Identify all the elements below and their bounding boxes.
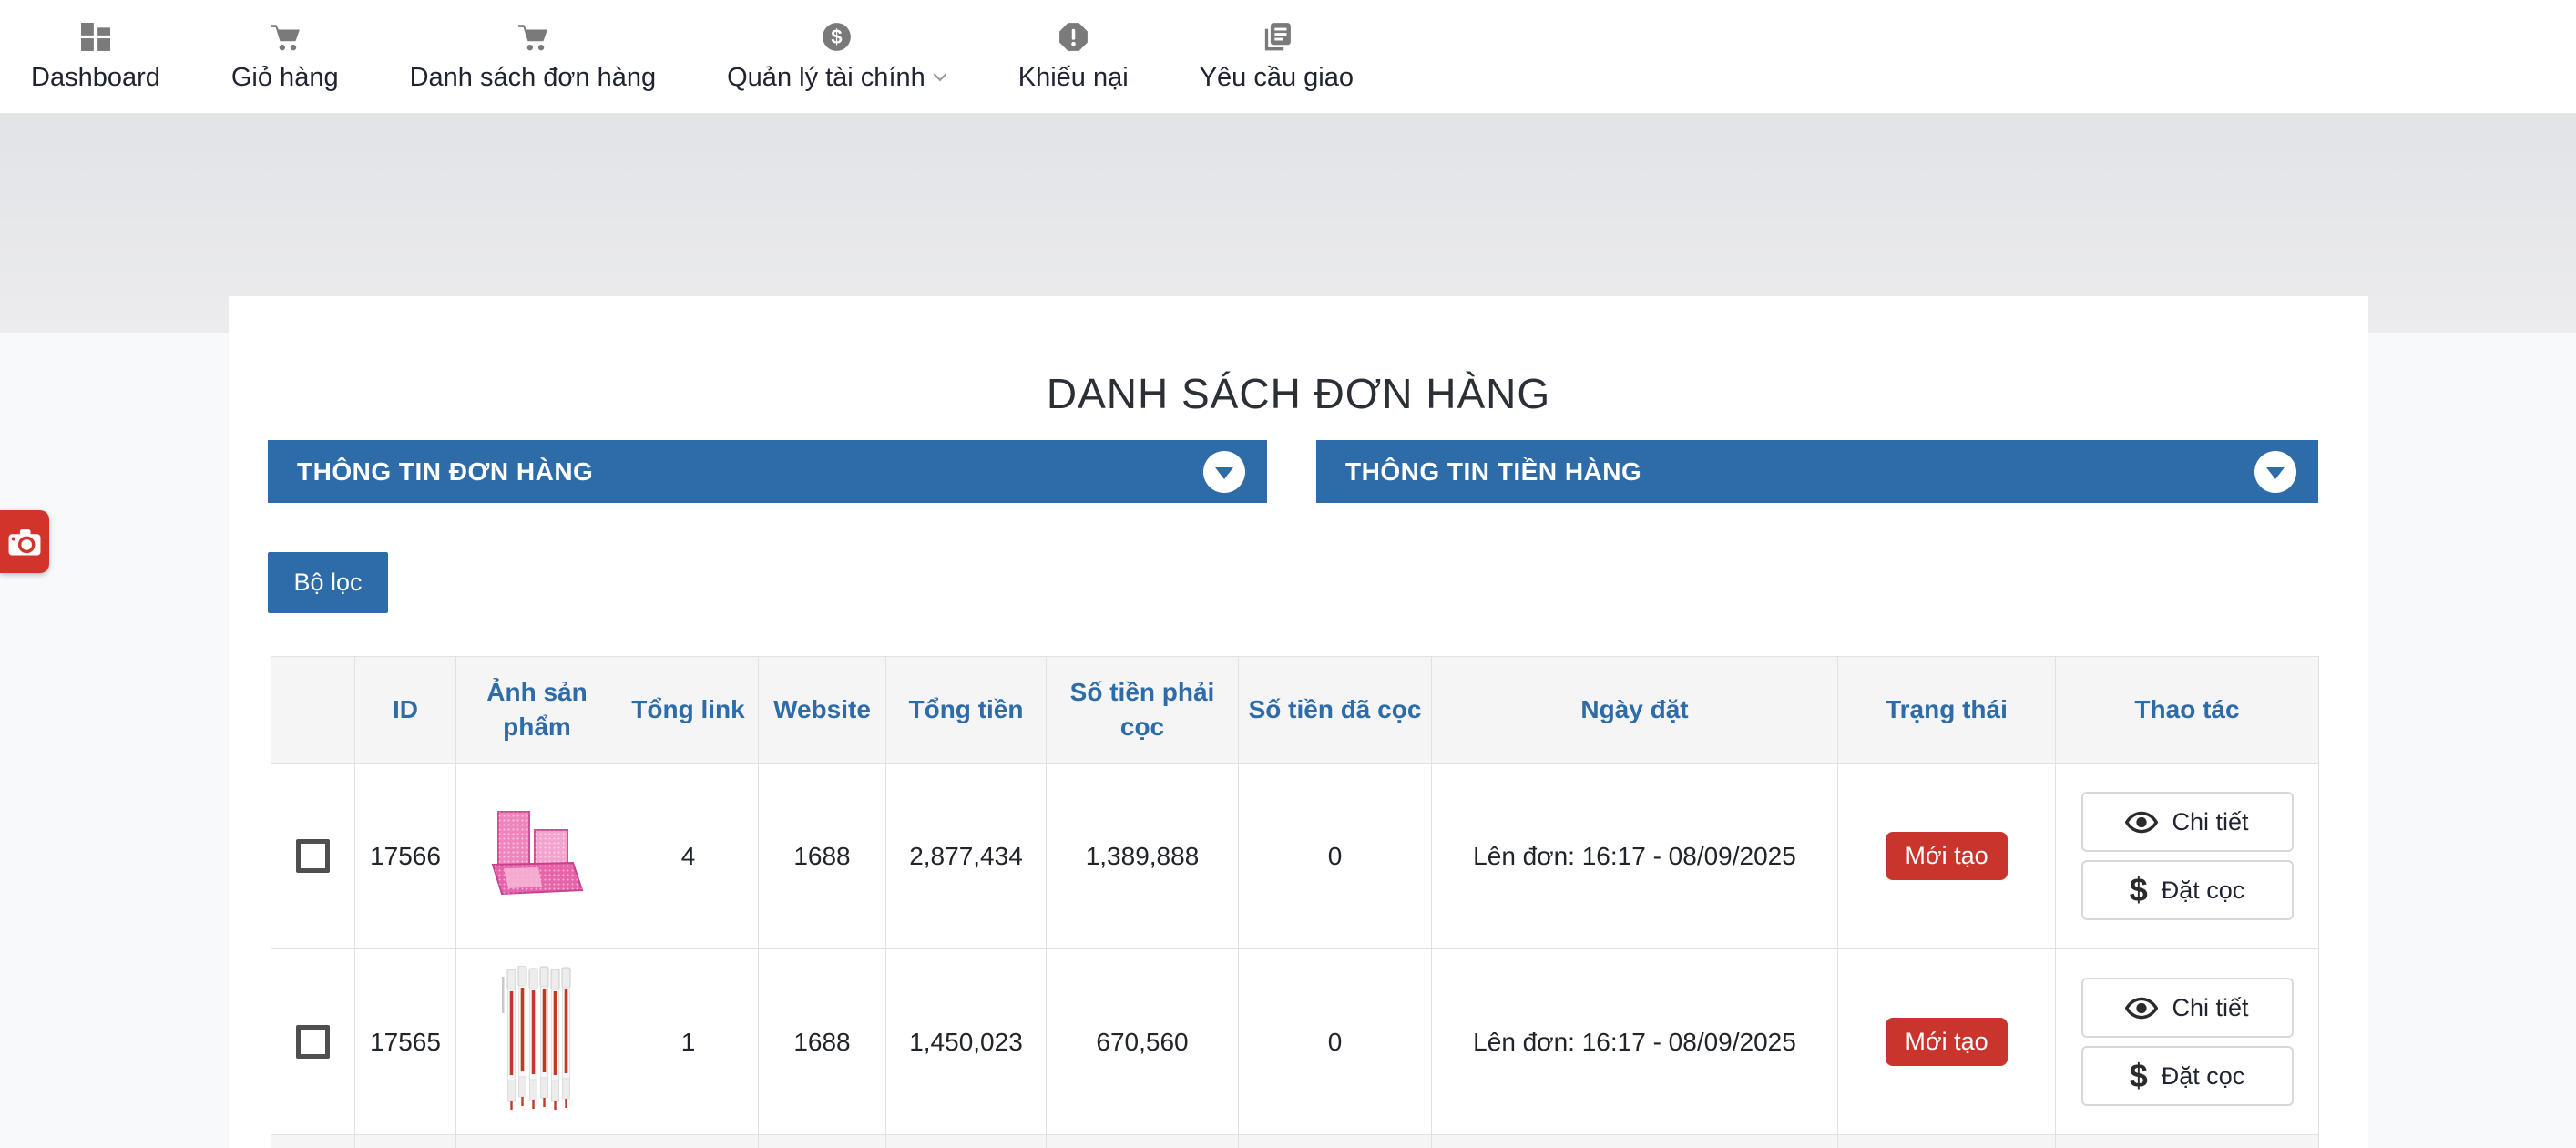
nav-item-order-list[interactable]: Danh sách đơn hàng	[409, 21, 657, 93]
eye-icon	[2125, 811, 2159, 833]
table-row: 17565	[271, 948, 2319, 1135]
status-badge: Mới tạo	[1886, 1018, 2008, 1066]
camera-float-button[interactable]	[0, 510, 49, 573]
caret-down-icon	[1215, 466, 1233, 479]
row-checkbox[interactable]	[296, 839, 330, 873]
nav-label: Giỏ hàng	[230, 62, 339, 92]
svg-text:$: $	[832, 26, 843, 48]
deposit-button[interactable]: $ Đặt cọc	[2080, 1046, 2294, 1106]
cart-icon	[270, 21, 301, 52]
total-amount: 2,877,434	[885, 763, 1047, 949]
nav-label: Dashboard	[31, 62, 160, 92]
detail-button[interactable]: Chi tiết	[2080, 792, 2294, 852]
total-links: 1	[618, 948, 759, 1135]
col-header-image: Ảnh sản phẩm	[455, 656, 618, 764]
nav-label: Quản lý tài chính	[727, 62, 925, 92]
col-header-status: Trạng thái	[1837, 656, 2056, 764]
nav-item-finance[interactable]: $ Quản lý tài chính	[727, 21, 947, 93]
table-row-partial	[271, 1134, 2319, 1148]
product-image-red-pens	[500, 965, 575, 1118]
detail-button[interactable]: Chi tiết	[2080, 978, 2294, 1038]
dollar-icon: $	[2129, 871, 2148, 908]
dollar-circle-icon: $	[822, 21, 852, 52]
order-table-wrap: ID Ảnh sản phẩm Tổng link Website Tổng t…	[271, 656, 2319, 1148]
panel-order-info[interactable]: THÔNG TIN ĐƠN HÀNG	[268, 440, 1267, 503]
collapse-toggle-button[interactable]	[2254, 450, 2296, 493]
col-header-website: Website	[758, 656, 886, 764]
panel-order-info-title: THÔNG TIN ĐƠN HÀNG	[297, 456, 594, 486]
camera-icon	[8, 528, 41, 556]
col-header-order-date: Ngày đặt	[1431, 656, 1838, 764]
col-header-checkbox	[271, 656, 355, 764]
deposit-button-label: Đặt cọc	[2161, 1061, 2245, 1090]
nav-label: Danh sách đơn hàng	[409, 62, 657, 92]
detail-button-label: Chi tiết	[2172, 993, 2249, 1021]
dollar-icon: $	[2129, 1057, 2148, 1094]
status-badge: Mới tạo	[1886, 832, 2008, 880]
nav-item-delivery-request[interactable]: Yêu cầu giao	[1200, 21, 1354, 93]
order-list-card: DANH SÁCH ĐƠN HÀNG THÔNG TIN ĐƠN HÀNG TH…	[229, 296, 2368, 1148]
deposit-paid: 0	[1238, 948, 1432, 1135]
total-links: 4	[618, 763, 759, 949]
order-date: Lên đơn: 16:17 - 08/09/2025	[1431, 763, 1838, 949]
page-title: DANH SÁCH ĐƠN HÀNG	[1046, 370, 1551, 417]
deposit-required: 670,560	[1046, 948, 1239, 1135]
collapse-toggle-button[interactable]	[1203, 450, 1245, 493]
website: 1688	[758, 763, 886, 949]
table-row: 17566	[271, 763, 2319, 949]
deposit-required: 1,389,888	[1046, 763, 1239, 949]
detail-button-label: Chi tiết	[2172, 807, 2249, 835]
filter-button[interactable]: Bộ lọc	[268, 552, 388, 613]
col-header-total-links: Tổng link	[618, 656, 759, 764]
col-header-actions: Thao tác	[2055, 656, 2319, 764]
col-header-id: ID	[354, 656, 456, 764]
alert-octagon-icon	[1058, 21, 1089, 52]
col-header-total-amount: Tổng tiền	[885, 656, 1047, 764]
nav-label: Yêu cầu giao	[1199, 62, 1354, 92]
nav-item-cart[interactable]: Giỏ hàng	[231, 21, 339, 93]
documents-icon	[1262, 21, 1292, 52]
col-header-deposit-required: Số tiền phải cọc	[1046, 656, 1239, 764]
table-header-row: ID Ảnh sản phẩm Tổng link Website Tổng t…	[271, 656, 2319, 764]
eye-icon	[2125, 997, 2159, 1019]
nav-item-dashboard[interactable]: Dashboard	[31, 21, 160, 93]
top-navbar: Dashboard Giỏ hàng Danh sách đơn hàng	[0, 0, 2576, 114]
order-id: 17566	[354, 763, 456, 949]
product-image-desk-organizer	[484, 805, 591, 907]
order-table: ID Ảnh sản phẩm Tổng link Website Tổng t…	[271, 656, 2319, 1148]
website: 1688	[758, 948, 886, 1135]
nav-label-with-dropdown: Quản lý tài chính	[727, 63, 947, 93]
deposit-button-label: Đặt cọc	[2161, 876, 2245, 904]
order-id: 17565	[354, 948, 456, 1135]
panel-money-info-title: THÔNG TIN TIỀN HÀNG	[1345, 456, 1642, 486]
dashboard-icon	[80, 21, 110, 52]
chevron-down-icon	[933, 73, 947, 82]
total-amount: 1,450,023	[885, 948, 1047, 1135]
panel-money-info[interactable]: THÔNG TIN TIỀN HÀNG	[1316, 440, 2318, 503]
deposit-paid: 0	[1238, 763, 1432, 949]
caret-down-icon	[2266, 466, 2285, 479]
cart-icon	[517, 21, 548, 52]
deposit-button[interactable]: $ Đặt cọc	[2080, 860, 2294, 920]
order-date: Lên đơn: 16:17 - 08/09/2025	[1431, 948, 1838, 1135]
row-checkbox[interactable]	[296, 1025, 330, 1059]
nav-item-complaints[interactable]: Khiếu nại	[1018, 21, 1129, 93]
col-header-deposit-paid: Số tiền đã cọc	[1238, 656, 1432, 764]
nav-label: Khiếu nại	[1017, 62, 1129, 92]
